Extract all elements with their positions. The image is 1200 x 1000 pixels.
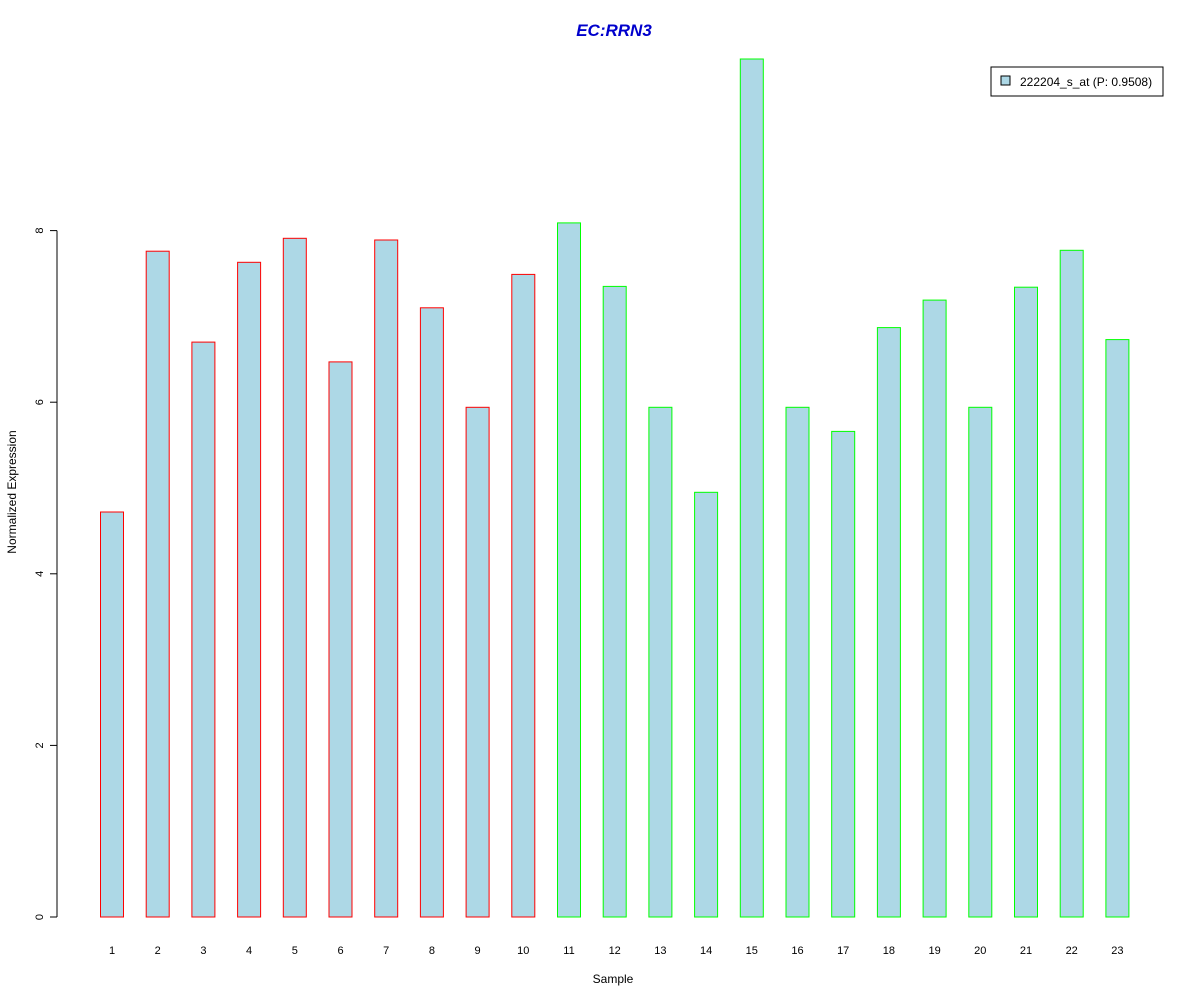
chart-title: EC:RRN3 bbox=[576, 21, 652, 40]
bar-sample-11 bbox=[557, 222, 581, 918]
bar-sample-5 bbox=[282, 237, 307, 918]
x-tick-label: 2 bbox=[155, 945, 161, 957]
x-tick-label: 16 bbox=[791, 945, 803, 957]
y-tick-label: 4 bbox=[34, 571, 46, 577]
bar-sample-16 bbox=[785, 406, 810, 918]
legend: 222204_s_at (P: 0.9508) bbox=[990, 66, 1164, 97]
x-tick-label: 18 bbox=[883, 945, 895, 957]
bars bbox=[100, 58, 1130, 918]
x-tick-label: 21 bbox=[1020, 945, 1032, 957]
x-tick-label: 7 bbox=[383, 945, 389, 957]
bar-sample-14 bbox=[694, 491, 719, 918]
y-axis: 0 2 4 6 8 bbox=[34, 228, 58, 920]
bar-sample-22 bbox=[1059, 249, 1084, 918]
y-tick-label: 0 bbox=[34, 914, 46, 920]
x-tick-label: 5 bbox=[292, 945, 298, 957]
x-tick-label: 15 bbox=[746, 945, 758, 957]
x-tick-label: 3 bbox=[200, 945, 206, 957]
legend-box bbox=[990, 66, 1164, 97]
x-tick-label: 8 bbox=[429, 945, 435, 957]
bar-sample-17 bbox=[831, 430, 856, 918]
x-tick-label: 23 bbox=[1111, 945, 1123, 957]
x-tick-label: 19 bbox=[928, 945, 940, 957]
bar-sample-2 bbox=[145, 250, 170, 918]
bar-sample-10 bbox=[511, 273, 536, 918]
x-tick-label: 12 bbox=[609, 945, 621, 957]
x-tick-label: 1 bbox=[109, 945, 115, 957]
x-tick-label: 14 bbox=[700, 945, 712, 957]
bar-sample-6 bbox=[328, 361, 353, 918]
bar-sample-9 bbox=[465, 406, 490, 918]
x-tick-label: 13 bbox=[654, 945, 666, 957]
x-tick-label: 4 bbox=[246, 945, 252, 957]
bar-sample-1 bbox=[100, 511, 124, 918]
x-tick-label: 22 bbox=[1066, 945, 1078, 957]
x-tick-label: 17 bbox=[837, 945, 849, 957]
x-tick-labels: 1 2 3 4 5 6 7 8 9 10 11 12 13 14 15 16 17 18 19 20 21 22 23 bbox=[109, 945, 1124, 957]
x-tick-label: 9 bbox=[475, 945, 481, 957]
x-axis-label: Sample bbox=[593, 972, 634, 986]
x-tick-label: 10 bbox=[517, 945, 529, 957]
bar-sample-20 bbox=[968, 406, 993, 918]
bar-sample-8 bbox=[419, 307, 444, 918]
x-tick-label: 20 bbox=[974, 945, 986, 957]
y-axis-label: Normalized Expression bbox=[5, 430, 19, 553]
x-tick-label: 6 bbox=[337, 945, 343, 957]
bar-sample-19 bbox=[922, 299, 947, 918]
bar-sample-18 bbox=[876, 327, 901, 918]
bar-sample-15 bbox=[739, 58, 764, 918]
legend-entry-label: 222204_s_at (P: 0.9508) bbox=[1020, 75, 1152, 89]
bar-sample-7 bbox=[374, 239, 399, 918]
y-tick-label: 8 bbox=[34, 228, 46, 234]
bar-sample-3 bbox=[191, 341, 216, 918]
bar-sample-23 bbox=[1105, 339, 1130, 918]
bar-sample-4 bbox=[237, 261, 262, 918]
bar-sample-21 bbox=[1014, 286, 1038, 918]
bar-sample-13 bbox=[648, 406, 673, 918]
y-tick-label: 2 bbox=[34, 742, 46, 748]
x-tick-label: 11 bbox=[563, 945, 574, 957]
legend-swatch bbox=[1000, 75, 1011, 86]
bar-sample-12 bbox=[602, 285, 627, 918]
y-tick-label: 6 bbox=[34, 399, 46, 405]
